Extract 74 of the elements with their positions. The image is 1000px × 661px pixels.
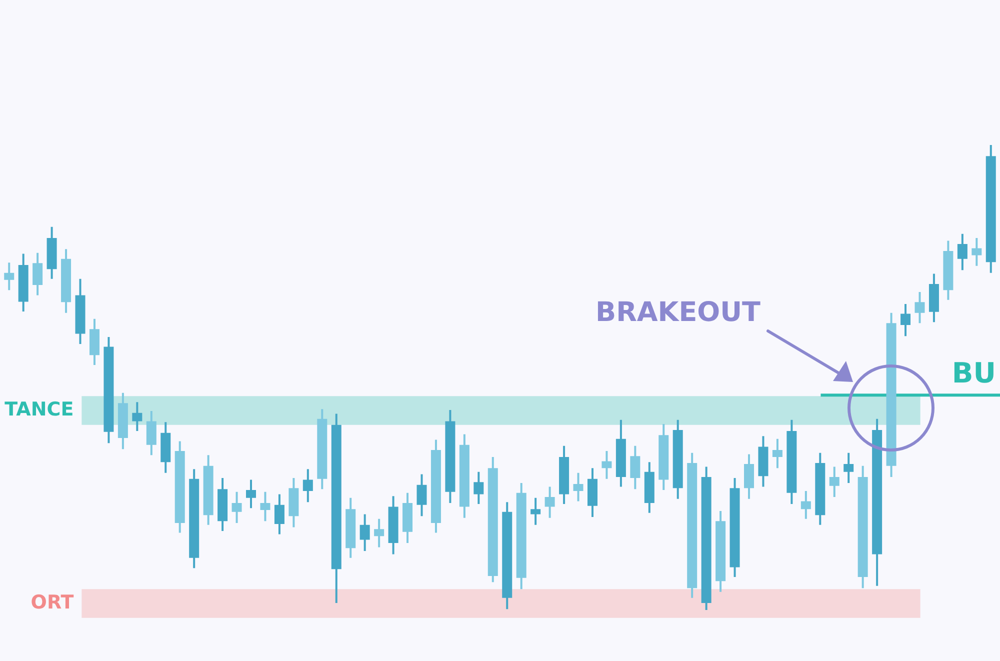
candlestick	[872, 418, 882, 586]
candlestick	[573, 472, 584, 502]
candlestick	[716, 510, 726, 592]
candlestick	[331, 414, 342, 604]
candlestick	[46, 226, 57, 279]
candlestick	[474, 472, 484, 504]
candlestick	[288, 478, 299, 528]
candlestick	[943, 240, 954, 300]
candlestick	[61, 249, 72, 313]
candlestick	[118, 392, 128, 450]
candlestick	[858, 466, 868, 588]
candlestick	[644, 462, 654, 513]
candlestick	[815, 452, 826, 525]
candlestick	[701, 466, 712, 610]
candlestick	[18, 254, 28, 312]
candlestick	[302, 469, 313, 502]
candlestick	[914, 292, 925, 324]
candlestick	[844, 452, 854, 484]
candlestick	[730, 478, 740, 577]
candlestick	[430, 440, 441, 533]
candlestick	[502, 502, 512, 610]
candlestick	[402, 492, 413, 544]
candlestick	[587, 468, 598, 517]
candlestick	[488, 457, 498, 582]
candlestick	[886, 312, 896, 478]
candlestick	[218, 478, 228, 531]
candlestick	[89, 318, 100, 365]
band-label: ORT	[30, 591, 74, 614]
candlestick	[104, 337, 114, 444]
candlestick	[246, 480, 256, 508]
candlestick	[658, 424, 669, 490]
candlestick	[4, 262, 14, 290]
candlestick	[957, 234, 968, 270]
candlestick	[972, 238, 982, 266]
candlestick	[274, 494, 284, 534]
annotation: BRAKEOUT	[596, 297, 762, 328]
candlestick	[445, 410, 456, 504]
candlestick	[744, 454, 754, 499]
candlestick	[260, 492, 270, 522]
candlestick	[416, 474, 427, 516]
candlestick	[687, 452, 698, 598]
candlestick	[32, 252, 43, 296]
candlestick	[360, 514, 370, 551]
candlestick	[232, 492, 242, 524]
candlestick	[800, 490, 811, 519]
candlestick	[772, 438, 782, 468]
candlestick	[986, 145, 996, 273]
candlestick	[672, 420, 683, 499]
candlestick	[203, 455, 214, 525]
candlestick	[317, 409, 328, 490]
candlestick	[829, 466, 840, 498]
candlestick	[544, 486, 555, 518]
candlestick	[630, 446, 640, 490]
candlestick	[602, 450, 612, 479]
candlestick	[388, 496, 398, 554]
candlestick	[900, 304, 911, 336]
candlestick	[132, 402, 142, 431]
candlestick	[786, 420, 797, 504]
candlestick	[75, 278, 86, 344]
candlestick	[559, 446, 570, 504]
candlestick	[459, 434, 470, 518]
candlestick	[374, 518, 384, 548]
candlestick	[530, 498, 541, 525]
candlestick	[616, 420, 626, 487]
band-label: TANCE	[4, 398, 74, 420]
candlestick	[160, 422, 171, 473]
candlestick	[174, 441, 185, 533]
candlestick	[928, 274, 939, 322]
ref-line-label: BU	[952, 356, 996, 390]
candlestick	[146, 410, 156, 456]
candlestick	[758, 436, 768, 487]
candlestick	[189, 469, 200, 568]
candlestick	[516, 483, 526, 590]
candlestick	[346, 498, 356, 558]
